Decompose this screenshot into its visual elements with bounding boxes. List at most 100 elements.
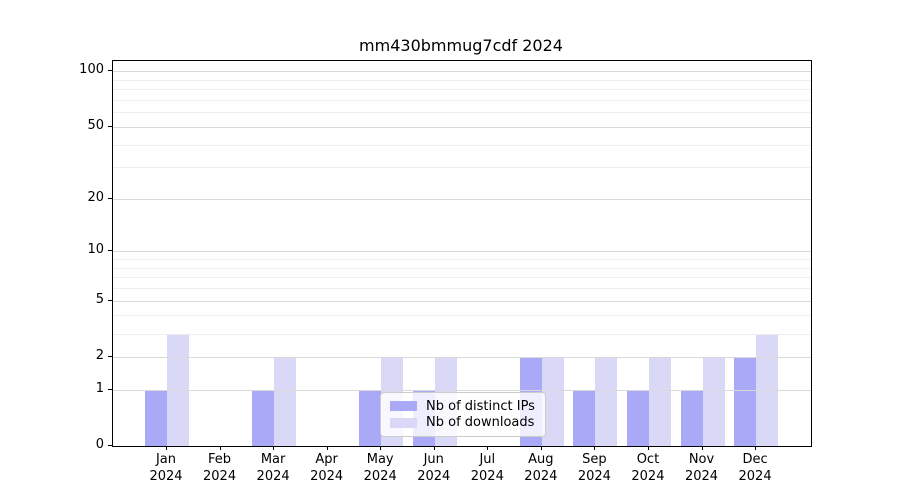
gridline-minor: [113, 267, 811, 269]
x-tick-month: Apr: [315, 452, 338, 467]
x-tick-label-oct: Oct 2024: [608, 451, 688, 485]
bar-ips-oct: [626, 389, 649, 446]
x-tick-label-mar: Mar 2024: [233, 451, 313, 485]
x-tick-label-feb: Feb 2024: [180, 451, 260, 485]
y-tick-label: 20: [87, 189, 104, 205]
x-tick-year: 2024: [203, 469, 237, 484]
bar-ips-mar: [252, 389, 275, 446]
bar-ips-nov: [680, 389, 703, 446]
bar-ips-sep: [573, 389, 596, 446]
x-tick-label-sep: Sep 2024: [554, 451, 634, 485]
y-tick-label: 100: [79, 62, 104, 78]
bar-downloads-oct: [648, 356, 671, 446]
gridline-minor: [113, 144, 811, 146]
plot-area: Nb of distinct IPs Nb of downloads: [112, 60, 812, 447]
y-tick-mark: [108, 250, 112, 252]
x-tick-year: 2024: [256, 469, 290, 484]
gridline-minor: [113, 89, 811, 91]
x-tick-mark: [380, 446, 382, 450]
x-tick-month: Mar: [260, 452, 286, 467]
gridline-minor: [113, 333, 811, 335]
x-tick-label-aug: Aug 2024: [501, 451, 581, 485]
x-tick-year: 2024: [417, 469, 451, 484]
y-tick-label: 50: [87, 117, 104, 133]
legend-item-distinct-ips: Nb of distinct IPs: [390, 399, 536, 414]
bar-downloads-aug: [541, 356, 564, 446]
gridline-major: [113, 389, 811, 391]
x-tick-mark: [433, 446, 435, 450]
gridline-minor: [113, 167, 811, 169]
gridline-major: [113, 356, 811, 358]
x-tick-month: Aug: [528, 452, 554, 467]
x-tick-month: Jan: [155, 452, 177, 467]
x-tick-label-jan: Jan 2024: [126, 451, 206, 485]
gridline-major: [113, 71, 811, 73]
x-tick-month: Oct: [636, 452, 660, 467]
legend-item-downloads: Nb of downloads: [390, 415, 536, 430]
y-tick-mark: [108, 355, 112, 357]
x-tick-month: Feb: [208, 452, 232, 467]
bar-ips-may: [359, 389, 382, 446]
bar-downloads-dec: [756, 333, 779, 446]
x-tick-mark: [273, 446, 275, 450]
x-tick-mark: [647, 446, 649, 450]
x-tick-year: 2024: [310, 469, 344, 484]
x-tick-mark: [540, 446, 542, 450]
x-tick-month: Sep: [582, 452, 607, 467]
x-tick-label-may: May 2024: [340, 451, 420, 485]
gridline-minor: [113, 288, 811, 290]
y-tick-label: 2: [95, 347, 104, 363]
x-tick-year: 2024: [363, 469, 397, 484]
y-tick-mark: [108, 388, 112, 390]
gridline-major: [113, 300, 811, 302]
x-tick-label-dec: Dec 2024: [715, 451, 795, 485]
x-tick-label-jul: Jul 2024: [447, 451, 527, 485]
x-tick-mark: [326, 446, 328, 450]
x-tick-month: May: [366, 452, 394, 467]
bar-downloads-mar: [274, 356, 297, 446]
gridline-minor: [113, 100, 811, 102]
y-tick-label: 10: [87, 242, 104, 258]
y-tick-mark: [108, 70, 112, 72]
gridline-minor: [113, 259, 811, 261]
gridline-major: [113, 198, 811, 200]
x-tick-month: Nov: [688, 452, 715, 467]
x-tick-year: 2024: [149, 469, 183, 484]
x-tick-month: Dec: [742, 452, 768, 467]
y-tick-label: 1: [95, 380, 104, 396]
x-tick-month: Jul: [479, 452, 496, 467]
x-tick-mark: [166, 446, 167, 450]
legend-label-distinct-ips: Nb of distinct IPs: [426, 398, 535, 414]
gridline-major: [113, 251, 811, 253]
legend-swatch-distinct-ips: [390, 401, 417, 412]
x-tick-year: 2024: [577, 469, 611, 484]
bar-downloads-jan: [167, 333, 189, 446]
x-tick-label-jun: Jun 2024: [394, 451, 474, 485]
x-tick-year: 2024: [684, 469, 719, 484]
x-tick-month: Jun: [423, 452, 444, 467]
x-tick-year: 2024: [524, 469, 558, 484]
x-tick-year: 2024: [470, 469, 504, 484]
legend-label-downloads: Nb of downloads: [426, 415, 535, 431]
bar-ips-jan: [145, 389, 167, 446]
gridline-minor: [113, 79, 811, 81]
y-tick-mark: [108, 125, 112, 127]
x-tick-mark: [487, 446, 489, 450]
y-tick-mark: [108, 299, 112, 301]
gridline-major: [113, 126, 811, 128]
x-tick-mark: [219, 446, 221, 450]
legend: Nb of distinct IPs Nb of downloads: [380, 392, 546, 437]
y-tick-label: 0: [95, 437, 104, 452]
y-tick-mark: [108, 197, 112, 199]
x-tick-mark: [594, 446, 596, 450]
chart-title: mm430bmmug7cdf 2024: [359, 36, 563, 55]
x-tick-mark: [755, 446, 757, 450]
gridline-minor: [113, 315, 811, 317]
x-tick-year: 2024: [631, 469, 665, 484]
x-tick-label-nov: Nov 2024: [662, 451, 742, 485]
x-tick-label-apr: Apr 2024: [287, 451, 367, 485]
gridline-minor: [113, 112, 811, 114]
x-tick-mark: [701, 446, 703, 450]
legend-swatch-downloads: [390, 417, 417, 428]
